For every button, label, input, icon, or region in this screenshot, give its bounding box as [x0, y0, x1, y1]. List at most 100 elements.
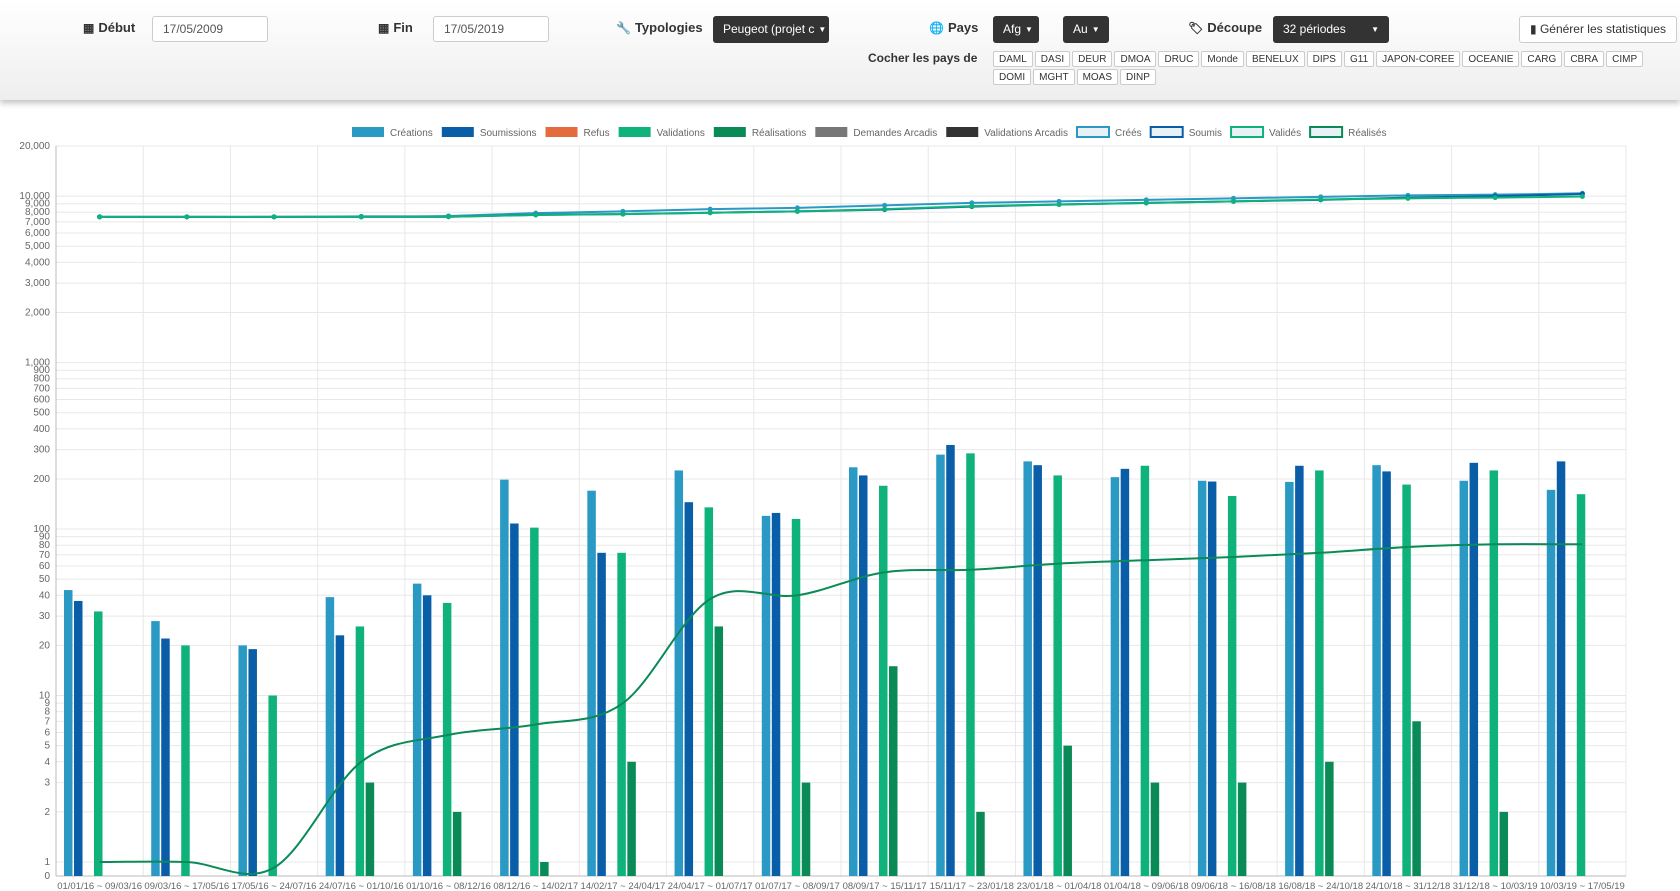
typologies-dropdown[interactable]: Peugeot (projet c ▼	[713, 16, 829, 43]
country-tag-mght[interactable]: MGHT	[1033, 69, 1075, 85]
bar-r-alisations[interactable]	[1499, 811, 1509, 876]
bar-r-alisations[interactable]	[801, 782, 811, 876]
country-tag-druc[interactable]: DRUC	[1158, 51, 1200, 67]
bar-soumissions[interactable]	[1382, 471, 1391, 876]
bar-cr-ations[interactable]	[674, 470, 684, 876]
legend-label[interactable]: Soumis	[1189, 128, 1222, 139]
bar-cr-ations[interactable]	[587, 490, 596, 876]
country-tag-benelux[interactable]: BENELUX	[1245, 51, 1305, 67]
bar-validations[interactable]	[268, 695, 277, 876]
legend-label[interactable]: Demandes Arcadis	[853, 128, 937, 139]
line-point[interactable]	[1056, 202, 1062, 208]
bar-soumissions[interactable]	[771, 512, 781, 876]
bar-validations[interactable]	[1315, 470, 1324, 876]
bar-validations[interactable]	[1053, 475, 1062, 876]
country-tag-carg[interactable]: CARG	[1521, 51, 1563, 67]
bar-soumissions[interactable]	[1295, 465, 1304, 876]
line-point[interactable]	[882, 202, 888, 208]
bar-r-alisations[interactable]	[889, 666, 898, 876]
bar-validations[interactable]	[617, 552, 626, 876]
country-tag-cimp[interactable]: CIMP	[1606, 51, 1644, 67]
line-point[interactable]	[1492, 195, 1498, 201]
bar-soumissions[interactable]	[74, 600, 83, 876]
bar-validations[interactable]	[1402, 484, 1411, 876]
bar-soumissions[interactable]	[859, 475, 868, 876]
country-tag-dmoa[interactable]: DMOA	[1114, 51, 1157, 67]
bar-cr-ations[interactable]	[238, 645, 247, 876]
bar-cr-ations[interactable]	[849, 467, 858, 876]
legend-label[interactable]: Réalisés	[1348, 128, 1386, 139]
line-point[interactable]	[533, 212, 539, 218]
bar-soumissions[interactable]	[1120, 468, 1130, 876]
bar-validations[interactable]	[1140, 465, 1150, 876]
bar-soumissions[interactable]	[161, 638, 170, 876]
bar-soumissions[interactable]	[946, 444, 955, 876]
legend-label[interactable]: Réalisations	[752, 128, 806, 139]
bar-r-alisations[interactable]	[540, 862, 549, 876]
line-point[interactable]	[1579, 193, 1585, 199]
bar-cr-ations[interactable]	[500, 479, 509, 876]
bar-cr-ations[interactable]	[1197, 480, 1207, 876]
bar-validations[interactable]	[704, 507, 714, 876]
country-tag-dips[interactable]: DIPS	[1306, 51, 1342, 67]
fin-date-input[interactable]: 17/05/2019	[433, 16, 549, 42]
legend-label[interactable]: Validés	[1269, 128, 1301, 139]
bar-soumissions[interactable]	[684, 502, 694, 876]
bar-r-alisations[interactable]	[1325, 761, 1334, 876]
country-tag-japon-coree[interactable]: JAPON-COREE	[1376, 51, 1461, 67]
legend-swatch[interactable]	[1309, 126, 1344, 138]
country-tag-deur[interactable]: DEUR	[1072, 51, 1113, 67]
legend-label[interactable]: Soumissions	[480, 128, 537, 139]
legend-label[interactable]: Validations Arcadis	[984, 128, 1068, 139]
bar-cr-ations[interactable]	[325, 597, 335, 876]
bar-cr-ations[interactable]	[1285, 481, 1294, 876]
bar-cr-ations[interactable]	[936, 454, 945, 876]
bar-soumissions[interactable]	[1033, 465, 1042, 876]
legend-swatch[interactable]	[1149, 126, 1184, 138]
line-point[interactable]	[97, 214, 103, 220]
bar-validations[interactable]	[94, 611, 103, 876]
legend-label[interactable]: Validations	[657, 128, 705, 139]
bar-cr-ations[interactable]	[64, 590, 73, 876]
legend-label[interactable]: Créations	[390, 128, 433, 139]
bar-r-alisations[interactable]	[452, 811, 462, 876]
bar-cr-ations[interactable]	[761, 515, 771, 876]
country-tag-cbra[interactable]: CBRA	[1564, 51, 1605, 67]
bar-validations[interactable]	[355, 626, 365, 876]
bar-r-alisations[interactable]	[976, 811, 985, 876]
pays-dropdown-2[interactable]: Au ▼	[1063, 16, 1109, 43]
bar-soumissions[interactable]	[422, 595, 432, 876]
legend-label[interactable]: Refus	[584, 128, 610, 139]
country-tag-oceanie[interactable]: OCEANIE	[1462, 51, 1520, 67]
bar-r-alisations[interactable]	[627, 761, 636, 876]
line-point[interactable]	[707, 206, 713, 212]
bar-soumissions[interactable]	[248, 649, 257, 876]
line-point[interactable]	[794, 205, 800, 211]
line-point[interactable]	[1405, 195, 1411, 201]
country-tag-dinp[interactable]: DINP	[1120, 69, 1156, 85]
line-r-alis-s[interactable]	[99, 543, 1583, 875]
bar-validations[interactable]	[181, 645, 190, 876]
bar-soumissions[interactable]	[335, 635, 345, 876]
line-point[interactable]	[620, 211, 626, 217]
country-tag-dasi[interactable]: DASI	[1034, 51, 1071, 67]
bar-validations[interactable]	[1576, 494, 1586, 876]
bar-validations[interactable]	[966, 453, 975, 876]
line-point[interactable]	[1143, 200, 1149, 206]
bar-cr-ations[interactable]	[412, 583, 422, 876]
decoupe-dropdown[interactable]: 32 périodes ▼	[1273, 16, 1389, 43]
legend-label[interactable]: Créés	[1115, 128, 1142, 139]
line-point[interactable]	[1318, 196, 1324, 202]
bar-cr-ations[interactable]	[1372, 465, 1381, 876]
bar-soumissions[interactable]	[1469, 462, 1479, 876]
generate-stats-button[interactable]: ▮ Générer les statistiques	[1519, 16, 1678, 43]
line-point[interactable]	[446, 214, 451, 220]
bar-cr-ations[interactable]	[1110, 477, 1120, 876]
line-point[interactable]	[184, 214, 190, 220]
country-tag-monde[interactable]: Monde	[1201, 51, 1244, 67]
line-point[interactable]	[794, 208, 800, 214]
line-point[interactable]	[969, 203, 975, 209]
bar-r-alisations[interactable]	[1063, 745, 1072, 876]
bar-cr-ations[interactable]	[1459, 480, 1469, 876]
bar-validations[interactable]	[1489, 470, 1499, 876]
